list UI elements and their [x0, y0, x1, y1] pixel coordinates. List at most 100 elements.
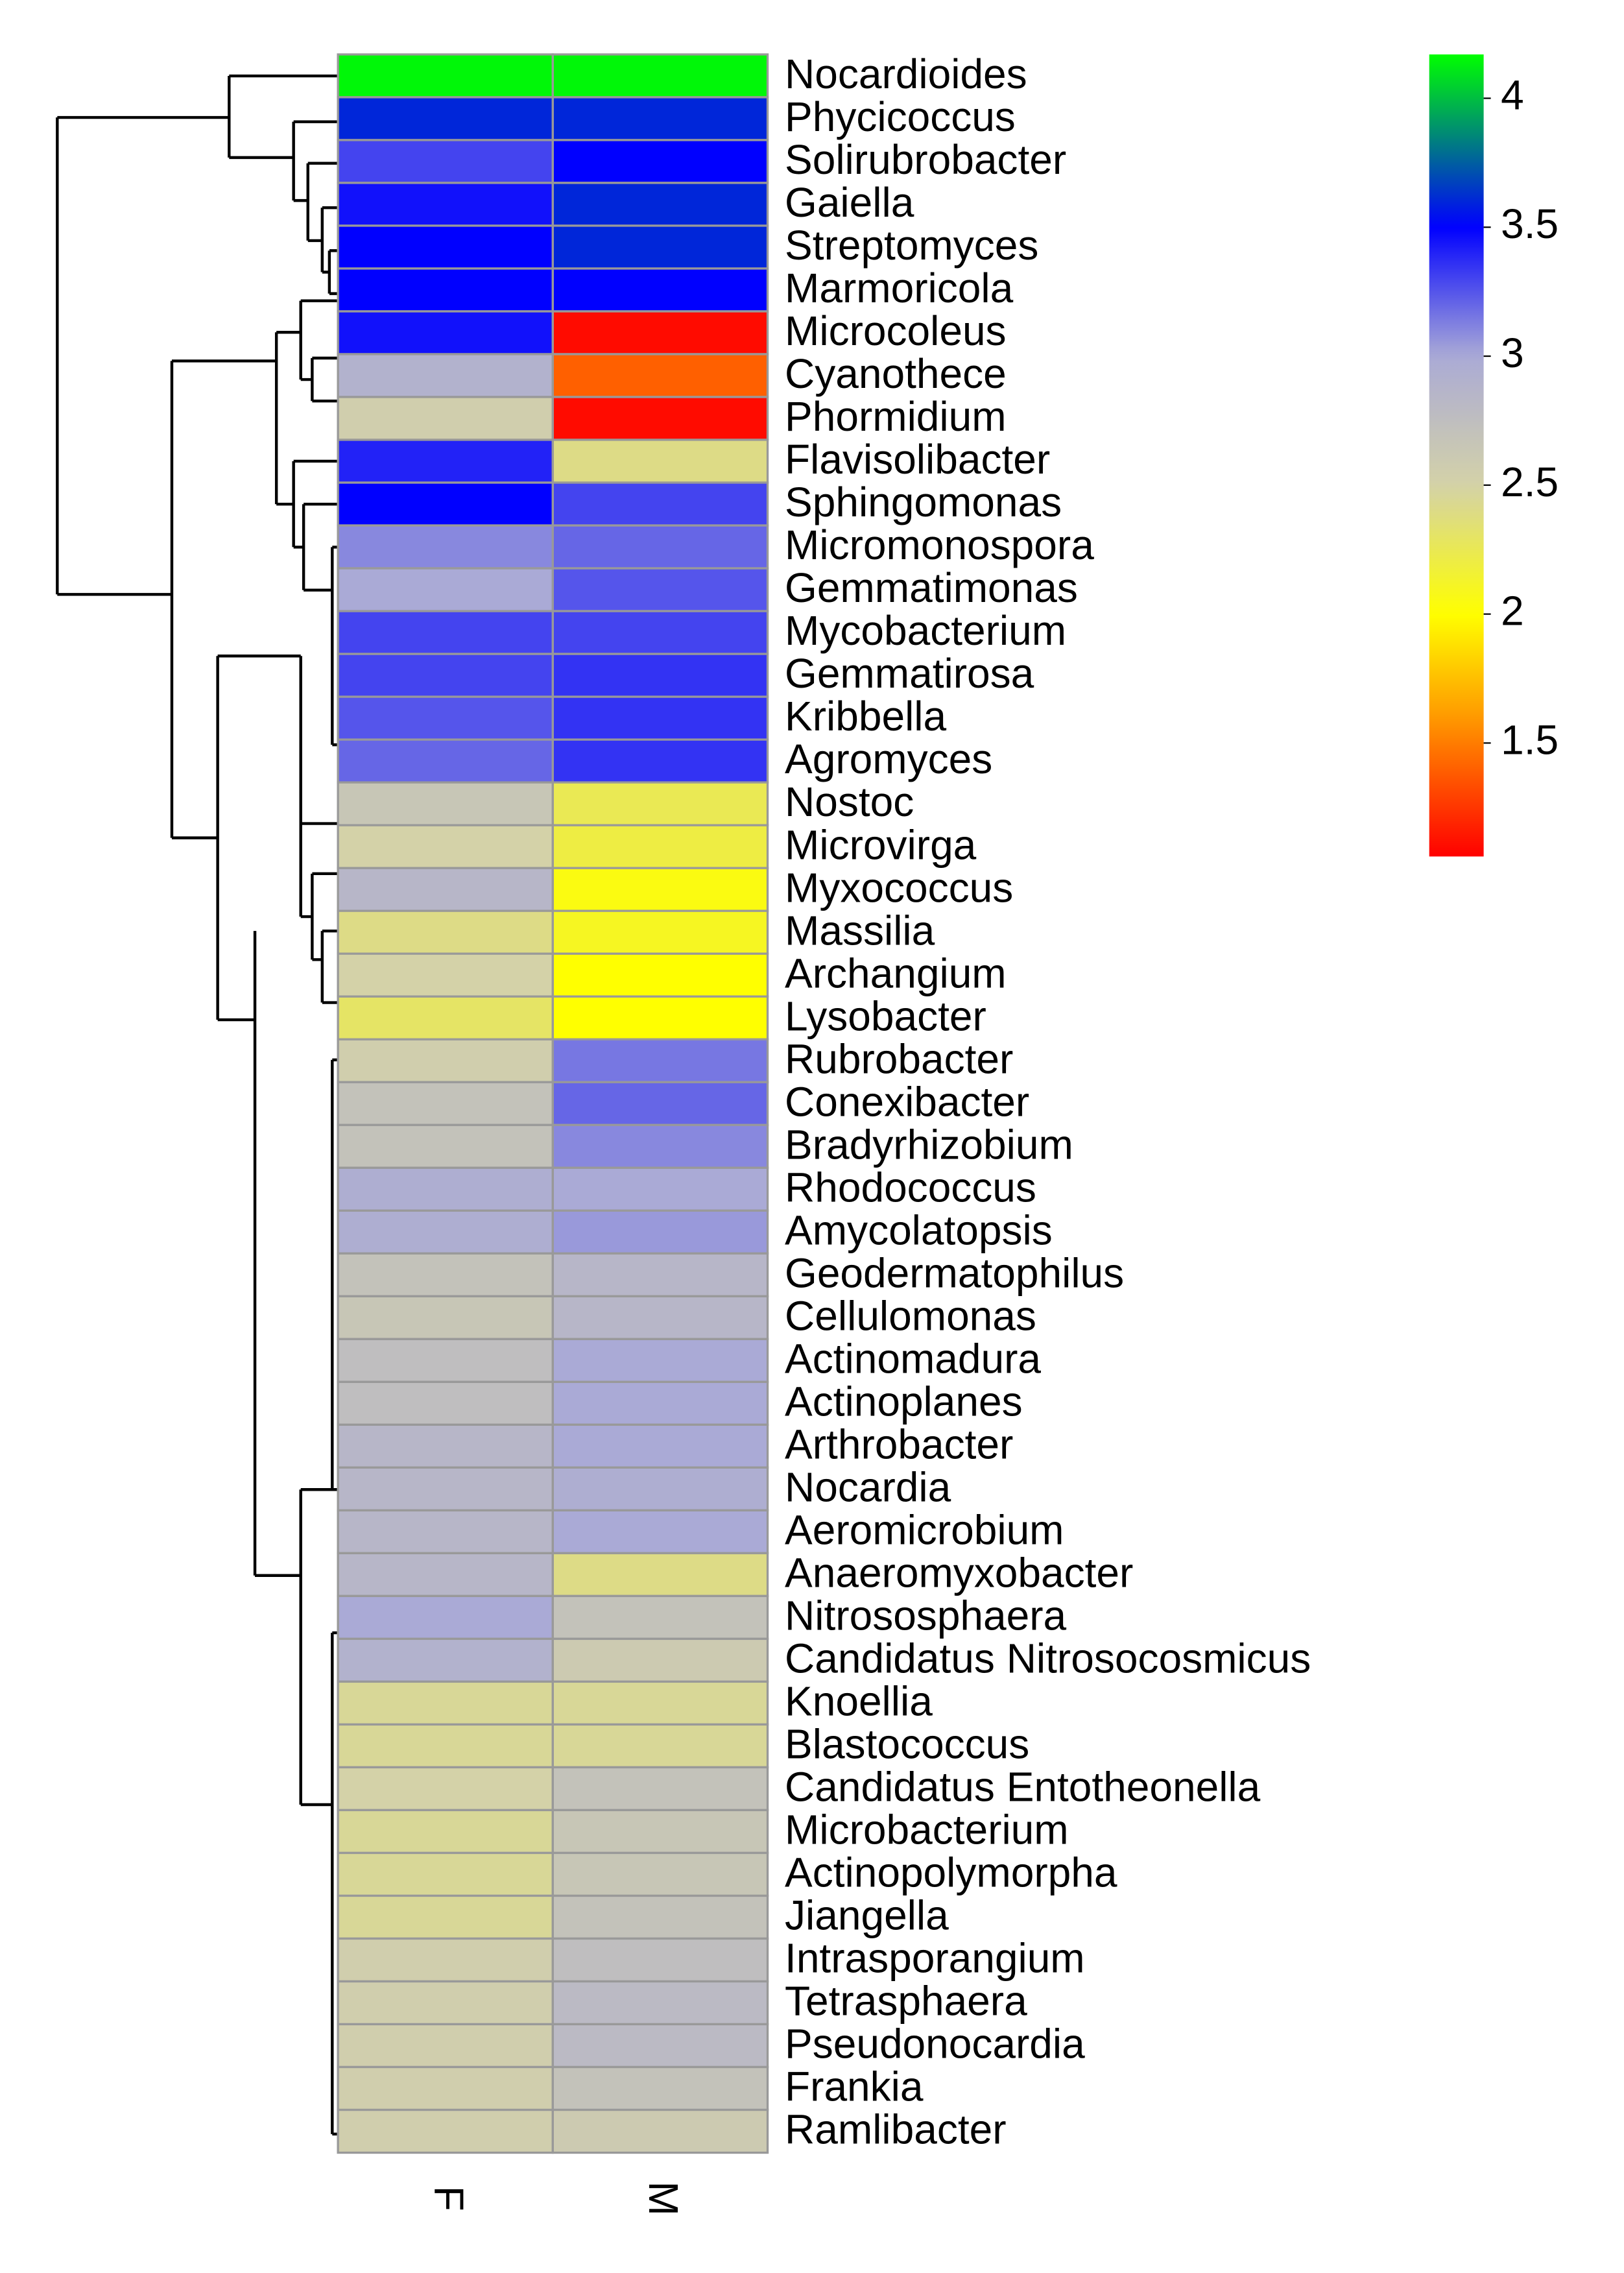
heatmap-cell	[551, 1723, 769, 1769]
heatmap-cell	[337, 909, 554, 955]
heatmap-cell	[337, 1166, 554, 1212]
heatmap-cell	[551, 909, 769, 955]
column-label: M	[640, 2182, 687, 2216]
row-label: Arthrobacter	[785, 1421, 1013, 1467]
row-label: Amycolatopsis	[785, 1207, 1053, 1253]
row-label: Nocardioides	[785, 51, 1027, 97]
colorbar-tick-label: 2	[1501, 588, 1524, 634]
row-label: Bradyrhizobium	[785, 1121, 1073, 1168]
heatmap-cell	[551, 2108, 769, 2154]
heatmap-cell	[337, 2023, 554, 2069]
heatmap-cell	[551, 439, 769, 484]
row-label: Candidatus Nitrosocosmicus	[785, 1635, 1311, 1682]
heatmap-cell	[337, 1509, 554, 1555]
heatmap-cell	[551, 1124, 769, 1169]
heatmap-cell	[551, 396, 769, 441]
colorbar-tick-label: 4	[1501, 71, 1524, 118]
heatmap-cell	[551, 1552, 769, 1598]
row-label: Frankia	[785, 2063, 924, 2110]
row-label: Rhodococcus	[785, 1164, 1036, 1210]
heatmap-cell	[551, 738, 769, 784]
heatmap-cell	[337, 1380, 554, 1426]
heatmap-cell	[551, 481, 769, 527]
row-label: Conexibacter	[785, 1078, 1029, 1125]
heatmap-cell	[551, 952, 769, 998]
row-label: Kribbella	[785, 693, 946, 740]
heatmap-cell	[337, 610, 554, 655]
heatmap-cell	[337, 1594, 554, 1641]
row-label: Candidatus Entotheonella	[785, 1764, 1261, 1810]
heatmap-cell	[337, 995, 554, 1040]
heatmap-cell	[337, 96, 554, 141]
heatmap-cell	[337, 182, 554, 227]
heatmap-cell	[337, 396, 554, 441]
row-label: Tetrasphaera	[785, 1978, 1027, 2025]
heatmap-cell	[337, 1209, 554, 1255]
heatmap-cell	[337, 781, 554, 826]
row-label: Ramlibacter	[785, 2106, 1007, 2153]
row-label: Actinomadura	[785, 1335, 1041, 1382]
row-label: Phormidium	[785, 393, 1007, 440]
heatmap-cell	[337, 567, 554, 612]
heatmap-cell	[551, 1894, 769, 1940]
heatmap-cell	[337, 439, 554, 484]
heatmap-cell	[551, 1594, 769, 1641]
heatmap-cell	[551, 1466, 769, 1511]
row-label: Massilia	[785, 907, 935, 954]
heatmap-cell	[337, 267, 554, 313]
colorbar	[1429, 54, 1484, 857]
heatmap-cell	[337, 139, 554, 184]
heatmap-cell	[551, 1937, 769, 1983]
heatmap-cell	[337, 1081, 554, 1126]
heatmap-cell	[337, 1723, 554, 1769]
row-label: Gemmatimonas	[785, 564, 1078, 611]
colorbar-tick-label: 1.5	[1501, 716, 1558, 763]
row-label: Gemmatirosa	[785, 650, 1034, 697]
heatmap-cell	[337, 1466, 554, 1511]
row-label: Cyanothece	[785, 350, 1007, 397]
heatmap-cell	[337, 1124, 554, 1169]
heatmap-cell	[337, 824, 554, 869]
heatmap-cell	[337, 1980, 554, 2026]
row-label: Marmoricola	[785, 265, 1014, 311]
row-label: Nitrososphaera	[785, 1593, 1067, 1639]
heatmap-cell	[337, 738, 554, 784]
heatmap-cell	[337, 952, 554, 998]
heatmap-cell	[337, 1937, 554, 1983]
row-label: Blastococcus	[785, 1721, 1029, 1768]
heatmap-cell	[337, 353, 554, 398]
heatmap-cell	[337, 53, 554, 99]
heatmap-cell	[551, 824, 769, 869]
row-label: Micromonospora	[785, 522, 1094, 568]
row-label: Anaeromyxobacter	[785, 1549, 1133, 1596]
row-label: Cellulomonas	[785, 1292, 1036, 1339]
heatmap-cell	[551, 1423, 769, 1469]
heatmap-cell	[337, 867, 554, 912]
heatmap-cell	[551, 653, 769, 698]
heatmap-cell	[551, 610, 769, 655]
heatmap-cell	[551, 781, 769, 826]
heatmap-cell	[337, 1894, 554, 1940]
heatmap-cell	[337, 1295, 554, 1340]
heatmap-cell	[551, 1980, 769, 2026]
column-label: F	[425, 2186, 472, 2211]
row-label: Myxococcus	[785, 864, 1013, 911]
row-label: Streptomyces	[785, 222, 1038, 269]
heatmap-cell	[551, 867, 769, 912]
row-label: Phycicoccus	[785, 93, 1016, 140]
row-label: Pseudonocardia	[785, 2021, 1085, 2067]
heatmap-cell	[337, 1809, 554, 1855]
heatmap-cell	[551, 2023, 769, 2069]
heatmap-cell	[337, 653, 554, 698]
heatmap-cell	[551, 1209, 769, 1255]
row-label: Aeromicrobium	[785, 1506, 1064, 1553]
heatmap-cell	[337, 1851, 554, 1897]
heatmap-cell	[551, 310, 769, 355]
row-label: Knoellia	[785, 1678, 933, 1725]
row-label: Mycobacterium	[785, 607, 1066, 654]
row-label: Actinopolymorpha	[785, 1849, 1117, 1896]
row-label: Agromyces	[785, 736, 992, 782]
heatmap-cell	[551, 1851, 769, 1897]
heatmap-cell	[337, 1038, 554, 1083]
